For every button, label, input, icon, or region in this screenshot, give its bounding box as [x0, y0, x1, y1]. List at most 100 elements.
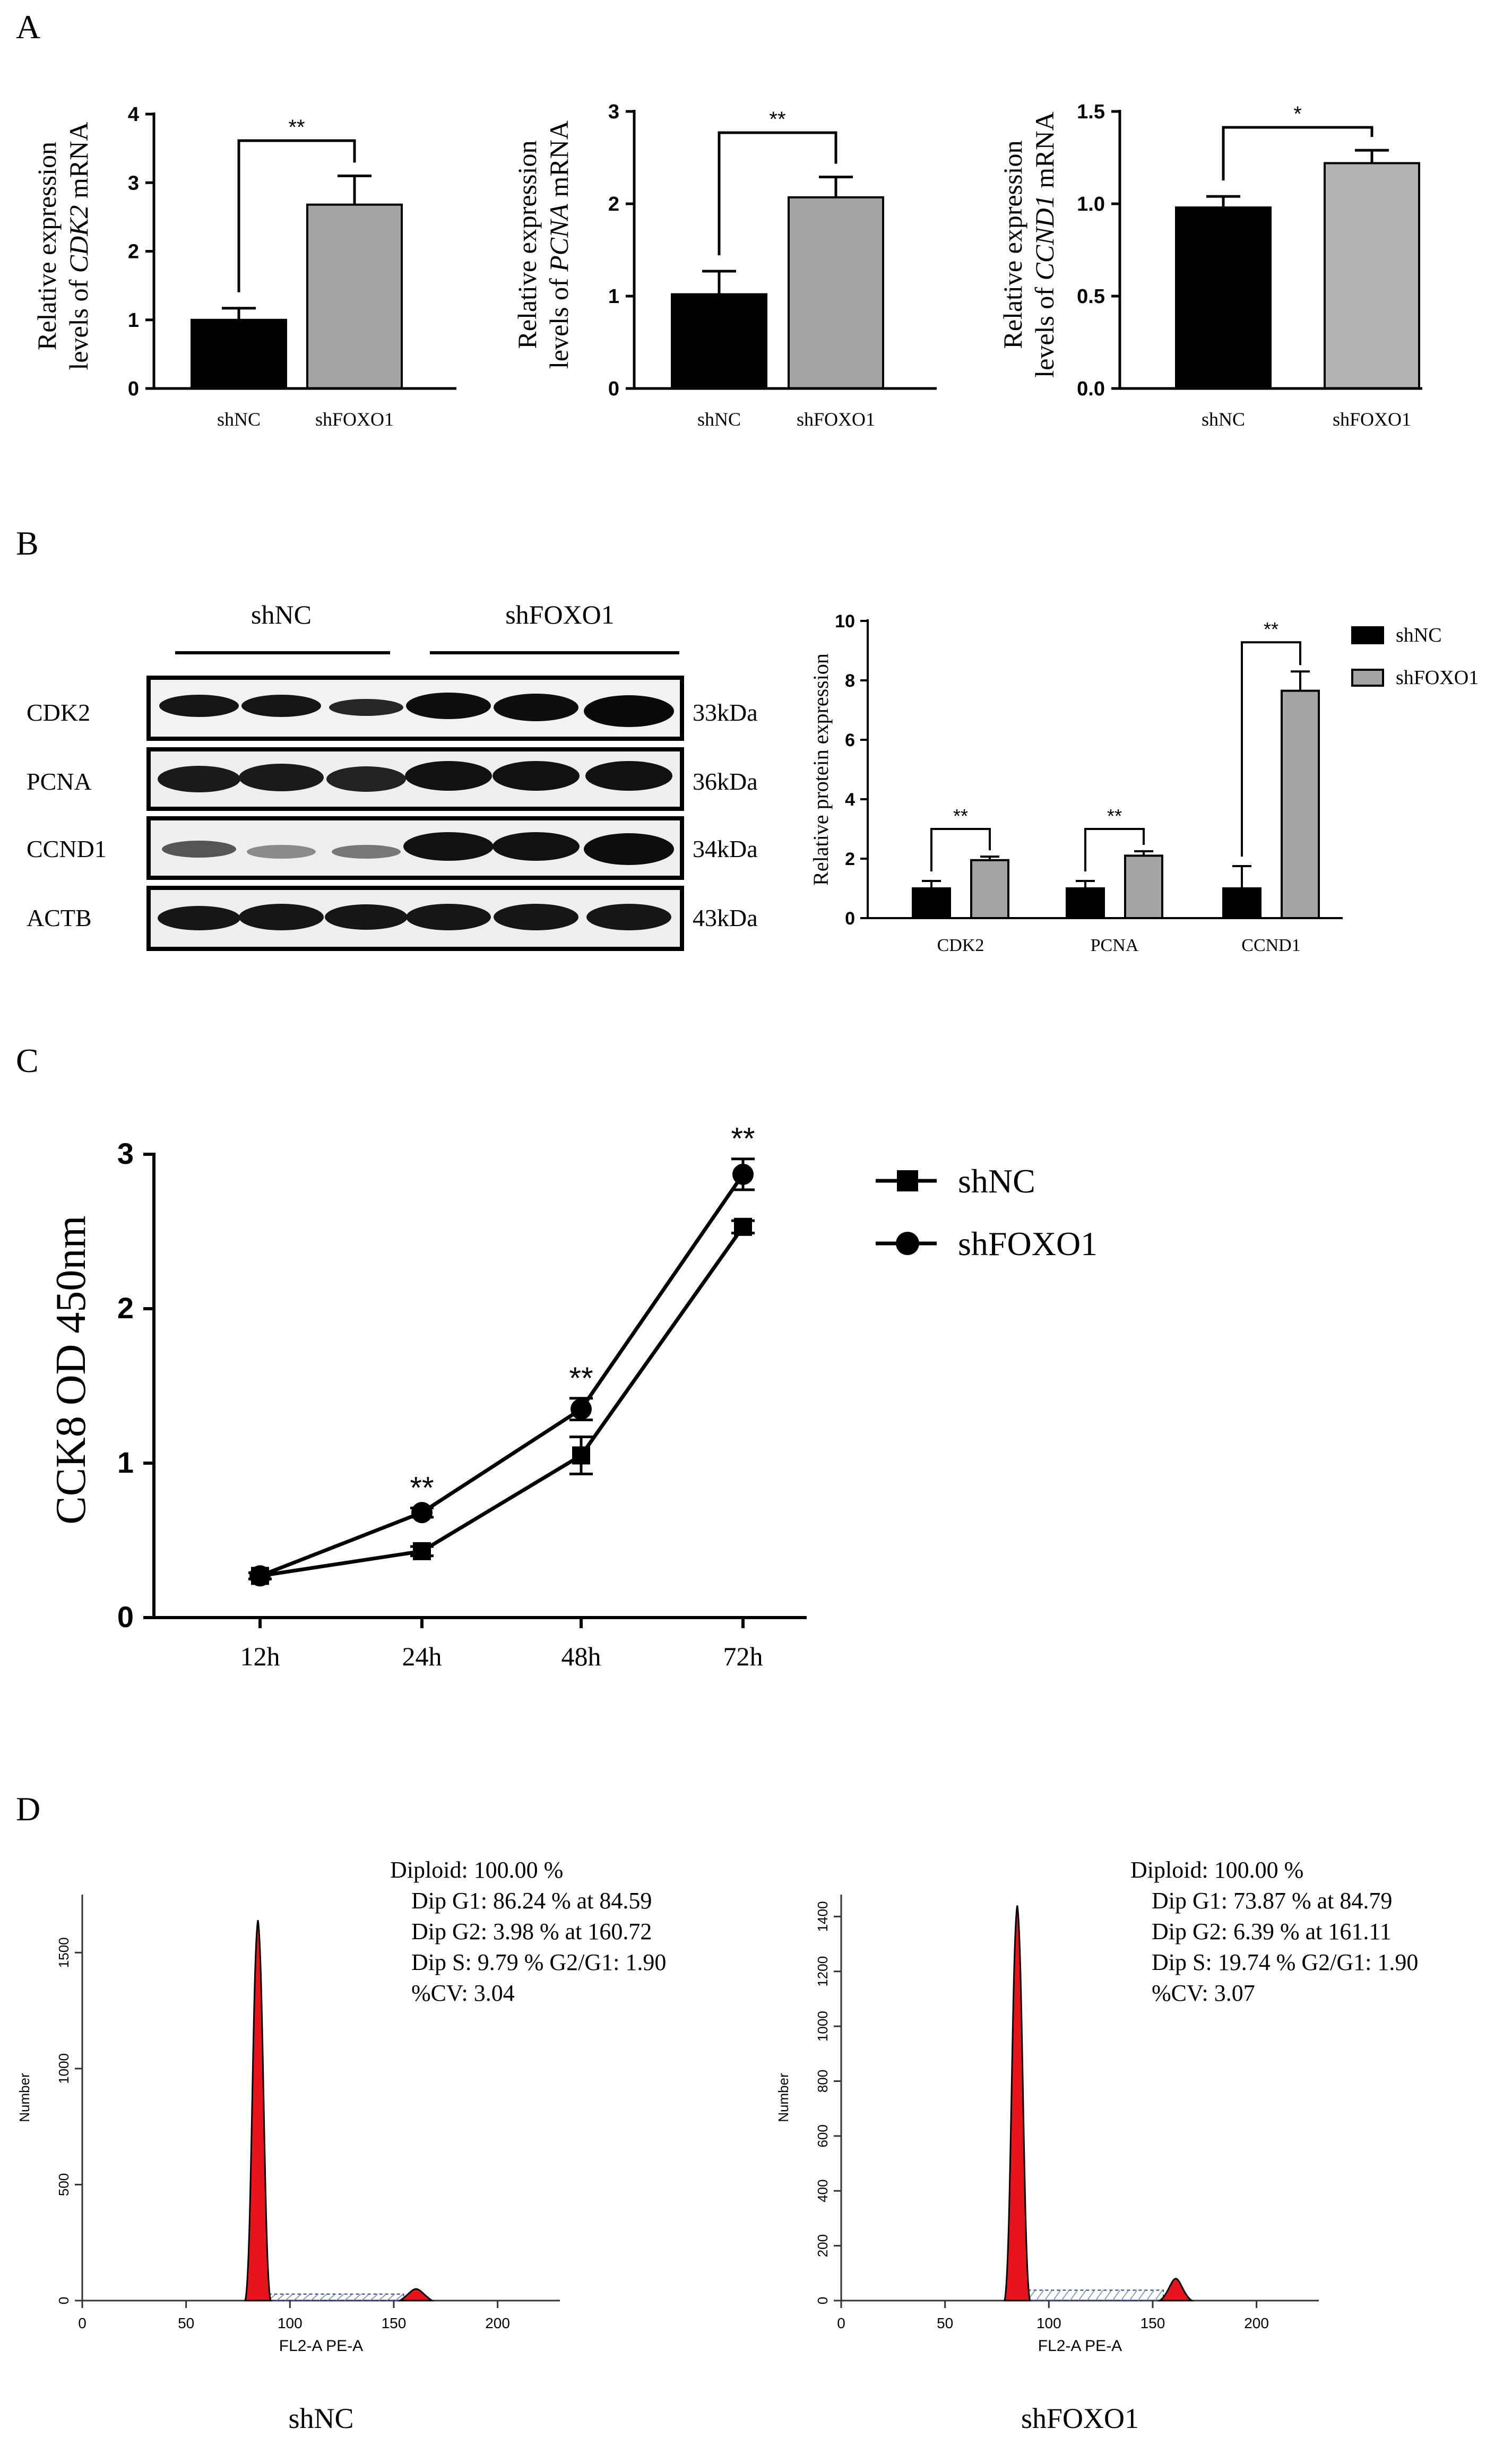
- blot-band: [247, 845, 316, 859]
- chart-c-cck8: 0 1 2 3 12h 24h 48h 72h ** ** ** CCK8 OD 450nm shNC s…: [48, 1122, 1098, 1671]
- g2-peak: [1157, 2278, 1195, 2302]
- y-tick-label: 3: [117, 1137, 134, 1170]
- series-line-shFOXO1: [259, 1173, 745, 1578]
- y-tick-label: 1: [128, 309, 139, 332]
- blot-band: [326, 766, 406, 792]
- significance-label: **: [731, 1122, 755, 1156]
- y-axis-label-gene: PCNA: [544, 204, 574, 272]
- y-tick-label: 0.5: [1077, 286, 1105, 308]
- g1-peak: [1003, 1905, 1031, 2302]
- y-axis-label: Relative protein expression: [809, 653, 833, 886]
- y-axis-label-line1: Relative expression: [512, 141, 542, 349]
- s-phase-hatch: [285, 2294, 293, 2301]
- y-axis-label-suffix: mRNA: [64, 122, 93, 205]
- point-shFOXO1: [732, 1163, 754, 1185]
- x-tick-label: 12h: [240, 1641, 280, 1671]
- y-axis-label-gene: CDK2: [64, 205, 93, 273]
- flow-stat-line2: Dip G1: 86.24 % at 84.59: [411, 1888, 652, 1914]
- blot-band: [329, 699, 403, 716]
- legend-swatch-shFOXO1: [1351, 669, 1384, 687]
- y-axis-label-line1: Relative expression: [998, 141, 1027, 349]
- y-tick-label: 2: [845, 849, 855, 869]
- point-shNC: [734, 1217, 752, 1236]
- blot-band: [494, 694, 578, 721]
- significance-label: *: [1293, 102, 1302, 126]
- y-tick-label: 600: [815, 2124, 831, 2147]
- blot-group-label-shfoxo1: shFOXO1: [505, 600, 615, 629]
- y-axis-label-suffix: mRNA: [544, 120, 574, 204]
- y-tick-label: 2: [117, 1291, 134, 1325]
- s-phase-hatch: [1146, 2289, 1154, 2301]
- y-tick-label: 1.0: [1077, 193, 1105, 215]
- x-tick-label: 0: [837, 2315, 845, 2331]
- y-tick-label: 1: [608, 286, 619, 308]
- s-phase-hatch: [1112, 2289, 1120, 2301]
- blot-band: [403, 832, 494, 861]
- western-blot: shNC shFOXO1 CDK2 PCNA CCND1 ACTB 33kDa …: [27, 600, 758, 951]
- y-axis-label-line1: Relative expression: [32, 142, 62, 350]
- y-tick-label: 3: [608, 101, 619, 123]
- flow-stat-line5: %CV: 3.04: [411, 1980, 515, 2006]
- y-axis-label-line2: levels of PCNA mRNA: [544, 120, 574, 369]
- significance-bracket: [1084, 828, 1145, 871]
- s-phase-hatch: [353, 2294, 361, 2301]
- s-phase-hatch: [361, 2294, 370, 2301]
- panel-label-c: C: [16, 1042, 39, 1079]
- panel-label-a: A: [16, 8, 40, 46]
- x-tick-label: 50: [937, 2315, 953, 2331]
- bar: [191, 318, 287, 390]
- significance-label: **: [410, 1471, 434, 1505]
- blot-band: [585, 761, 672, 791]
- flow-stat-line3: Dip G2: 3.98 % at 160.72: [411, 1918, 652, 1944]
- blot-band: [586, 904, 671, 930]
- y-axis-label: Number: [16, 2073, 32, 2122]
- bar-shNC: [1066, 887, 1105, 919]
- blot-band: [494, 904, 578, 930]
- bar-shFOXO1: [970, 859, 1009, 920]
- x-tick-label: PCNA: [1091, 936, 1139, 955]
- legend-marker-shNC: [897, 1170, 918, 1191]
- blot-row-label-actb: ACTB: [27, 904, 92, 931]
- y-tick-label: 4: [128, 103, 139, 126]
- blot-band: [493, 832, 580, 861]
- significance-label: **: [769, 108, 785, 131]
- y-axis-label-prefix: levels of: [64, 273, 93, 370]
- blot-kda-actb: 43kDa: [693, 904, 758, 931]
- s-phase-hatch: [1035, 2289, 1044, 2301]
- y-tick-label: 8: [845, 671, 855, 691]
- s-phase-hatch: [1120, 2289, 1129, 2301]
- flow-title: shNC: [288, 2402, 353, 2434]
- y-tick-label: 10: [835, 611, 855, 632]
- s-phase-hatch: [277, 2294, 285, 2301]
- blot-band: [584, 833, 674, 865]
- x-tick-label: CDK2: [937, 936, 984, 955]
- y-tick-label: 1: [117, 1446, 134, 1479]
- y-axis-label-prefix: levels of: [544, 272, 574, 369]
- s-phase-hatch: [1137, 2289, 1146, 2301]
- legend-label-shFOXO1: shFOXO1: [958, 1225, 1098, 1263]
- legend-label-shNC: shNC: [958, 1162, 1035, 1200]
- blot-band: [239, 904, 324, 930]
- s-phase-hatch: [1078, 2289, 1086, 2301]
- x-tick-label: 200: [485, 2315, 510, 2331]
- significance-label: **: [1107, 805, 1122, 827]
- blot-band: [584, 695, 674, 727]
- y-tick-label: 800: [815, 2070, 831, 2093]
- s-phase-hatch: [1086, 2289, 1095, 2301]
- flow-stat-line1: Diploid: 100.00 %: [1130, 1857, 1303, 1883]
- chart-a-cdk2-mrna: 0 1 2 3 4 shNC shFOXO1 ** Relative expression lev…: [32, 103, 456, 430]
- y-axis-label-line2: levels of CDK2 mRNA: [64, 122, 93, 370]
- blot-band: [159, 695, 239, 717]
- blot-band: [239, 764, 324, 791]
- y-tick-label: 1000: [815, 2011, 831, 2042]
- s-phase-hatch: [327, 2294, 336, 2301]
- bar-shFOXO1: [1124, 854, 1163, 920]
- point-shFOXO1: [571, 1398, 592, 1420]
- blot-band: [158, 766, 240, 792]
- significance-bracket: [930, 828, 991, 871]
- x-tick-label: shFOXO1: [315, 409, 394, 430]
- bar: [1324, 162, 1420, 390]
- blot-kda-ccnd1: 34kDa: [693, 835, 758, 862]
- bar: [1175, 206, 1272, 390]
